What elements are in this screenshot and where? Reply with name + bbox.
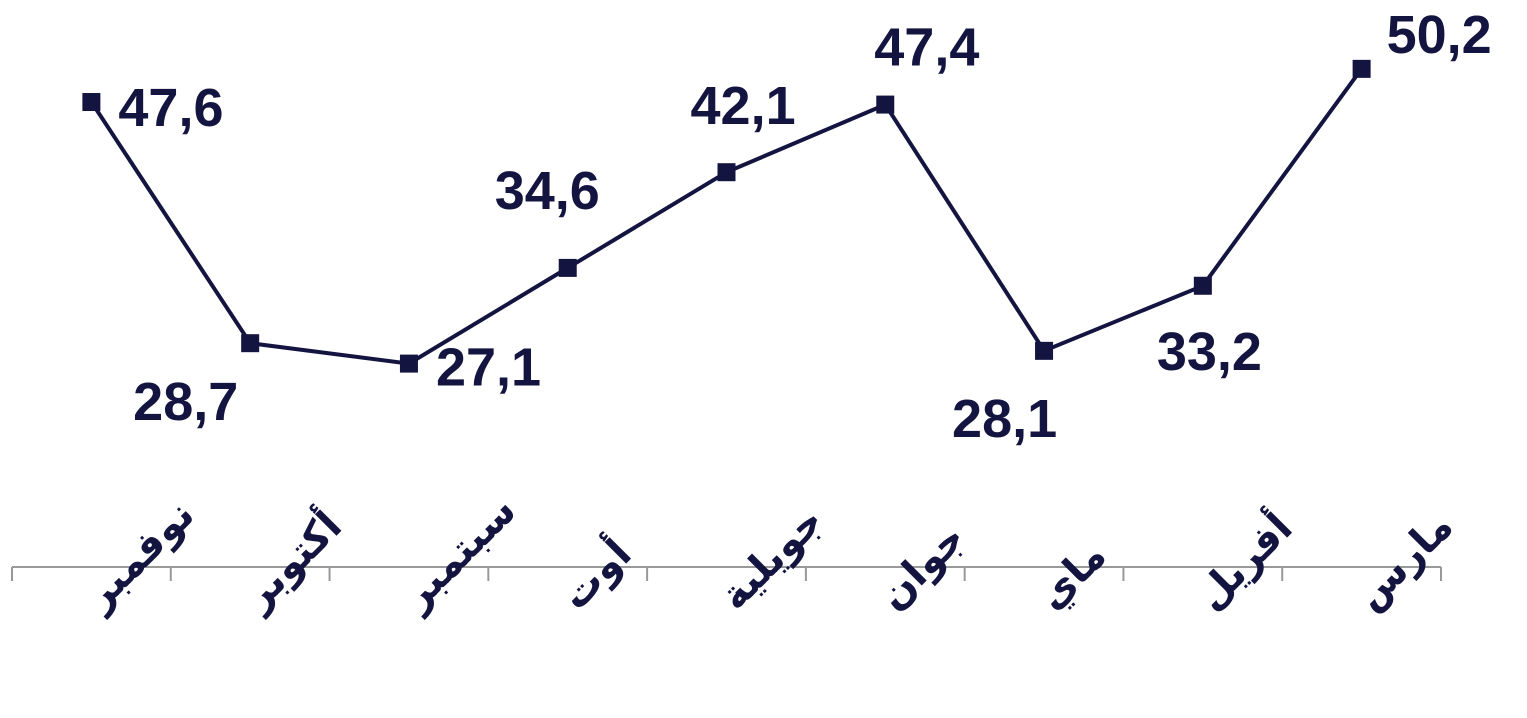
data-label: 33,2 — [1157, 322, 1262, 382]
data-label: 47,4 — [874, 18, 979, 78]
data-point-marker — [1193, 276, 1212, 295]
data-label-group: 47,6 28,7 27,1 34,6 42,1 47,4 28,1 33,2 50,2 — [118, 5, 1491, 449]
data-point-marker — [241, 334, 260, 353]
tick-label-group: نوفمبر أكتوبر سبتمبر أوت جويلية جوان ماي أفريل م… — [75, 488, 1463, 621]
data-point-marker — [399, 354, 418, 373]
data-label: 28,1 — [952, 389, 1057, 449]
data-label: 34,6 — [495, 161, 600, 221]
x-tick-label: مارس — [1346, 503, 1462, 619]
data-label: 47,6 — [118, 78, 223, 138]
data-point-marker — [1352, 59, 1371, 78]
data-label: 28,7 — [133, 372, 238, 432]
data-point-marker — [876, 95, 895, 114]
data-label: 50,2 — [1387, 5, 1492, 65]
data-point-marker — [717, 163, 736, 182]
x-tick-label: سبتمبر — [392, 488, 525, 621]
data-label: 27,1 — [436, 338, 541, 398]
data-label: 42,1 — [691, 76, 796, 136]
data-point-marker — [558, 258, 577, 277]
x-tick-label: أوت — [549, 528, 640, 619]
data-point-marker — [82, 93, 101, 112]
marker-group — [82, 59, 1371, 373]
data-point-marker — [1035, 341, 1054, 360]
x-axis — [11, 566, 1442, 581]
x-tick-label: نوفمبر — [75, 492, 204, 621]
x-tick-label: جويلية — [711, 498, 833, 620]
x-tick-label: ماي — [1029, 532, 1116, 619]
x-tick-label: أكتوبر — [230, 500, 350, 620]
x-tick-label: أفريل — [1185, 502, 1302, 619]
